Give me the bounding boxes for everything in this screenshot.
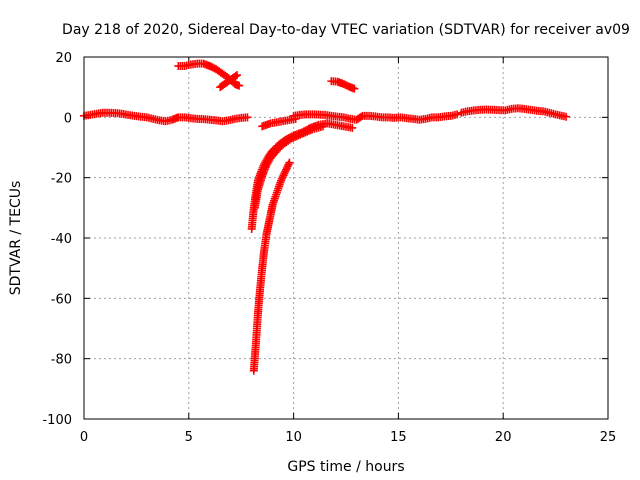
data-point <box>282 164 291 173</box>
series-near-zero-baseline <box>80 108 252 126</box>
data-point <box>231 72 240 81</box>
data-point <box>357 112 366 121</box>
data-point <box>453 110 462 119</box>
y-tick-label: 20 <box>55 51 72 66</box>
data-point <box>348 123 357 132</box>
data-point <box>291 114 300 123</box>
series-midday-baseline <box>289 110 462 124</box>
y-tick-label: -40 <box>51 232 72 247</box>
chart-title: Day 218 of 2020, Sidereal Day-to-day VTE… <box>62 22 630 38</box>
y-tick-label: -60 <box>51 292 72 307</box>
data-point <box>318 122 327 131</box>
data-point <box>350 84 359 93</box>
x-axis-label: GPS time / hours <box>287 459 404 475</box>
data-point <box>235 81 244 90</box>
x-tick-label: 0 <box>80 430 88 445</box>
plot-frame <box>83 56 609 420</box>
data-point <box>280 169 289 178</box>
ticks: 0 5 10 15 20 25 -100 -80 -60 -40 -20 0 20 <box>42 51 616 445</box>
series-dip-after-noon <box>258 114 300 131</box>
data-point <box>285 158 294 167</box>
y-tick-label: -100 <box>42 413 72 428</box>
data-point <box>562 112 571 121</box>
data-point <box>284 160 293 169</box>
data-point <box>278 173 287 182</box>
data-point <box>277 174 286 183</box>
x-tick-label: 20 <box>495 430 512 445</box>
x-tick-label: 25 <box>600 430 617 445</box>
series-shallow-trough-arc <box>250 122 327 212</box>
x-tick-label: 15 <box>390 430 407 445</box>
data-marks <box>80 59 571 375</box>
y-tick-label: -80 <box>51 353 72 368</box>
y-axis-label: SDTVAR / TECUs <box>8 181 24 296</box>
series-crossing-segment <box>216 71 242 92</box>
data-point <box>233 71 242 80</box>
data-point <box>283 162 292 171</box>
data-point <box>281 167 290 176</box>
y-tick-label: 0 <box>64 111 72 126</box>
y-tick-label: -20 <box>51 172 72 187</box>
data-point <box>279 171 288 180</box>
data-point <box>282 165 291 174</box>
series-noon-bump <box>327 77 359 93</box>
data-point <box>243 113 252 122</box>
data-point <box>277 176 286 185</box>
x-tick-label: 5 <box>185 430 193 445</box>
series-evening-rise <box>457 104 571 121</box>
series-deep-trough-arc <box>249 158 294 375</box>
x-tick-label: 10 <box>285 430 302 445</box>
